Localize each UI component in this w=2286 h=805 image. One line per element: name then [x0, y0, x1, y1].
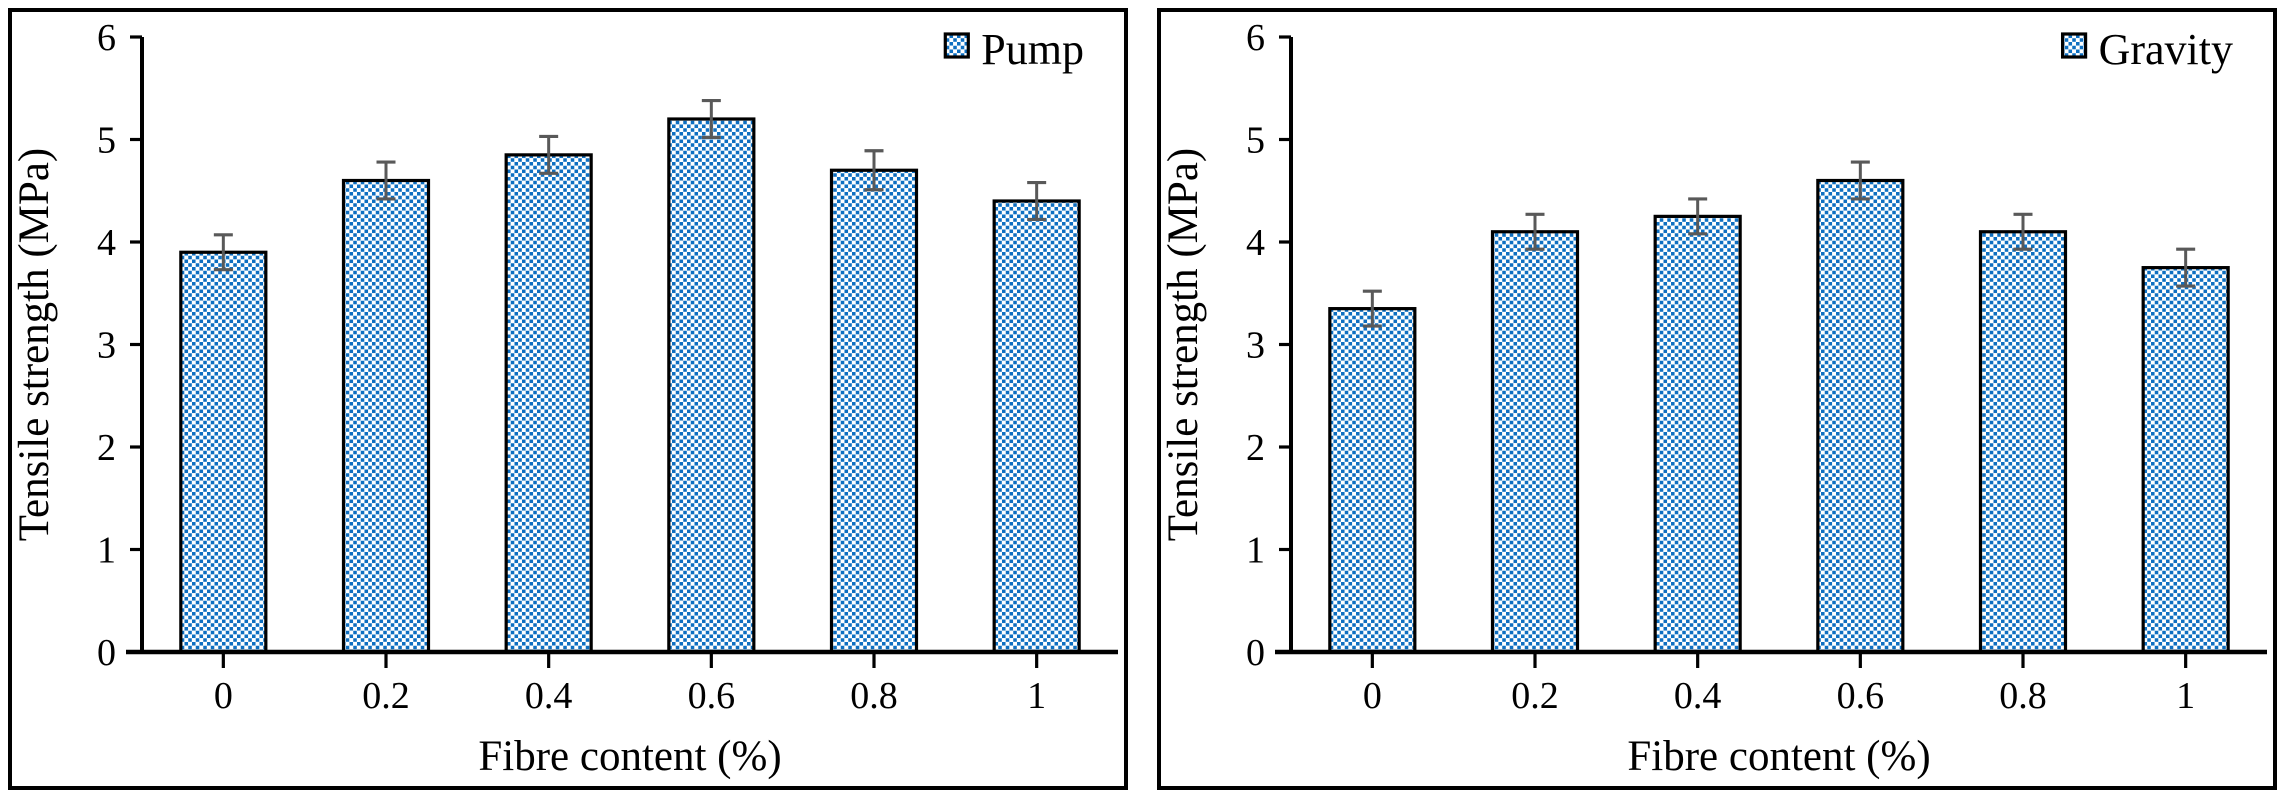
x-tick-label: 0.2 — [1511, 675, 1559, 717]
bar — [2141, 266, 2230, 654]
legend-swatch — [2060, 32, 2088, 59]
x-tick-label: 0.4 — [525, 675, 573, 717]
y-tick-label: 4 — [1246, 222, 1265, 264]
x-tick-label: 0.8 — [1999, 675, 2047, 717]
legend-label: Pump — [981, 25, 1084, 74]
y-tick-label: 6 — [1246, 17, 1265, 59]
bar — [504, 153, 593, 654]
y-tick-label: 6 — [97, 17, 116, 59]
chart-panel-gravity: 0 1 2 3 4 5 6 0 0.2 0.4 0.6 0.8 1 Fibre content (%) Te… — [1157, 8, 2277, 790]
x-tick-label: 1 — [2176, 675, 2195, 717]
bar — [179, 250, 268, 654]
bar — [1978, 230, 2068, 654]
bar-chart-pump: 0 1 2 3 4 5 6 0 0.2 0.4 0.6 0.8 1 Fibre content (%) Te… — [12, 17, 1118, 780]
y-tick-label: 1 — [97, 530, 116, 572]
y-tick-label: 4 — [97, 222, 116, 264]
bar — [1816, 178, 1905, 654]
x-axis-title: Fibre content (%) — [1627, 733, 1930, 780]
x-tick-label: 0.6 — [1837, 675, 1885, 717]
x-tick-label: 0 — [1363, 675, 1382, 717]
x-tick-label: 0.2 — [362, 675, 410, 717]
x-tick-label: 0.6 — [688, 675, 736, 717]
x-axis-title: Fibre content (%) — [478, 733, 781, 780]
y-axis-title: Tensile strength (MPa) — [12, 148, 58, 541]
x-tick-label: 0.8 — [850, 675, 898, 717]
y-tick-label: 2 — [97, 427, 116, 469]
y-tick-label: 0 — [97, 632, 116, 674]
legend-swatch — [943, 32, 970, 59]
bar — [1490, 230, 1580, 654]
y-tick-label: 3 — [97, 325, 116, 367]
y-tick-label: 0 — [1246, 632, 1265, 674]
x-tick-label: 0 — [214, 675, 233, 717]
bar — [1328, 307, 1417, 654]
bar — [1653, 214, 1742, 654]
chart-panel-pump: 0 1 2 3 4 5 6 0 0.2 0.4 0.6 0.8 1 Fibre content (%) Te… — [8, 8, 1128, 790]
bar-chart-gravity: 0 1 2 3 4 5 6 0 0.2 0.4 0.6 0.8 1 Fibre content (%) Te… — [1161, 17, 2267, 780]
legend-label: Gravity — [2099, 25, 2233, 74]
y-tick-label: 3 — [1246, 325, 1265, 367]
x-tick-label: 1 — [1027, 675, 1046, 717]
y-axis-title: Tensile strength (MPa) — [1161, 148, 1207, 541]
y-tick-label: 5 — [97, 120, 116, 162]
bar — [341, 178, 431, 654]
y-tick-label: 5 — [1246, 120, 1265, 162]
bar — [829, 168, 919, 654]
x-tick-label: 0.4 — [1674, 675, 1722, 717]
y-tick-label: 1 — [1246, 530, 1265, 572]
y-tick-label: 2 — [1246, 427, 1265, 469]
bar — [992, 199, 1081, 654]
bar — [667, 117, 756, 654]
